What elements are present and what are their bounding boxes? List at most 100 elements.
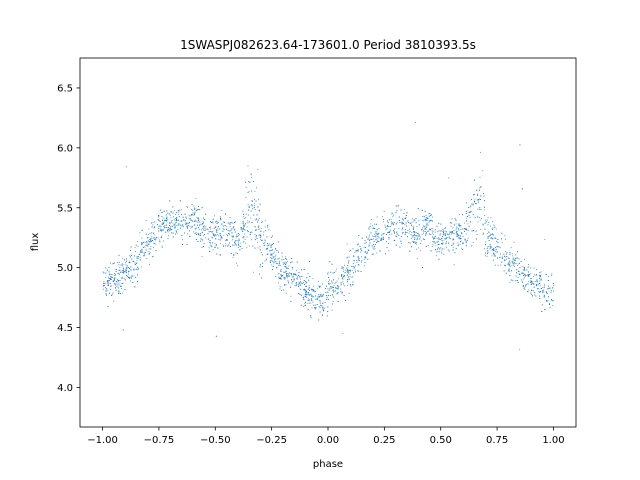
data-point xyxy=(129,268,130,269)
data-point xyxy=(402,219,404,221)
data-point xyxy=(234,221,236,223)
data-point xyxy=(493,259,494,261)
data-point xyxy=(470,211,472,212)
data-point xyxy=(321,296,323,298)
data-point xyxy=(331,309,333,311)
data-point xyxy=(386,228,388,230)
data-point xyxy=(474,216,476,218)
data-point xyxy=(389,219,390,221)
data-point xyxy=(438,236,439,238)
data-point xyxy=(158,215,159,216)
data-point xyxy=(118,292,120,294)
data-point xyxy=(312,296,314,298)
data-point xyxy=(257,219,259,221)
data-point xyxy=(176,231,177,233)
data-point xyxy=(378,241,380,243)
data-point xyxy=(426,231,428,232)
data-point xyxy=(418,247,420,249)
data-point xyxy=(459,237,461,239)
data-point xyxy=(258,228,260,230)
data-point xyxy=(322,309,324,311)
data-point xyxy=(272,244,274,245)
data-point xyxy=(425,234,426,236)
data-point xyxy=(319,311,321,313)
data-point xyxy=(190,214,192,216)
data-point xyxy=(454,217,456,219)
data-point xyxy=(132,282,134,283)
data-point xyxy=(480,199,481,200)
data-point xyxy=(163,226,165,227)
data-point xyxy=(490,234,491,236)
data-point xyxy=(365,251,367,253)
data-point xyxy=(466,220,467,222)
data-point xyxy=(240,242,242,244)
data-point xyxy=(293,273,295,274)
data-point xyxy=(254,190,256,192)
data-point xyxy=(414,239,416,240)
y-tick-label: 6.5 xyxy=(57,83,73,94)
data-point xyxy=(109,278,111,279)
data-point xyxy=(199,224,201,226)
data-point xyxy=(380,237,382,239)
data-point xyxy=(106,269,108,271)
data-point xyxy=(225,239,227,240)
data-point xyxy=(281,275,283,277)
data-point xyxy=(261,222,263,223)
data-point xyxy=(433,238,434,240)
data-point xyxy=(416,243,418,245)
data-point xyxy=(291,258,293,259)
data-point xyxy=(405,232,406,234)
data-point xyxy=(539,285,541,287)
data-point xyxy=(140,259,141,261)
data-point xyxy=(340,288,342,290)
data-point xyxy=(114,275,116,276)
data-point xyxy=(402,226,404,228)
data-point xyxy=(368,236,370,238)
data-point xyxy=(449,233,450,235)
data-point xyxy=(127,267,129,268)
data-point xyxy=(108,270,110,272)
data-point xyxy=(167,238,169,239)
data-point xyxy=(176,232,178,234)
data-point xyxy=(415,235,417,237)
data-point xyxy=(296,270,297,272)
data-point xyxy=(396,221,398,223)
data-point xyxy=(414,219,416,221)
data-point xyxy=(105,272,107,274)
data-point xyxy=(141,266,143,268)
data-point xyxy=(163,240,164,242)
data-point xyxy=(135,244,137,246)
data-point xyxy=(432,232,433,234)
data-point xyxy=(152,240,153,241)
data-point xyxy=(473,194,475,196)
data-point xyxy=(464,239,466,240)
data-point xyxy=(197,208,199,210)
data-point xyxy=(143,255,145,257)
data-point xyxy=(422,220,424,222)
data-point xyxy=(111,294,113,296)
data-point xyxy=(162,222,164,224)
data-point xyxy=(233,254,235,255)
data-point xyxy=(412,227,414,229)
data-point xyxy=(252,200,253,202)
x-tick-label: −1.00 xyxy=(87,435,118,446)
data-point xyxy=(358,257,360,259)
data-point xyxy=(415,222,417,224)
data-point xyxy=(512,280,514,282)
data-point xyxy=(217,228,219,230)
data-point xyxy=(499,247,501,248)
data-point xyxy=(249,234,251,235)
data-point xyxy=(138,253,140,255)
data-point xyxy=(430,214,431,216)
data-point xyxy=(411,246,412,248)
data-point xyxy=(312,278,314,280)
data-point xyxy=(258,226,259,228)
data-point xyxy=(353,255,355,257)
data-point xyxy=(446,246,447,248)
data-point xyxy=(141,251,143,253)
data-point xyxy=(424,228,426,229)
data-point xyxy=(539,278,541,279)
data-point xyxy=(159,221,161,222)
data-point xyxy=(421,209,423,211)
data-point xyxy=(145,252,146,253)
